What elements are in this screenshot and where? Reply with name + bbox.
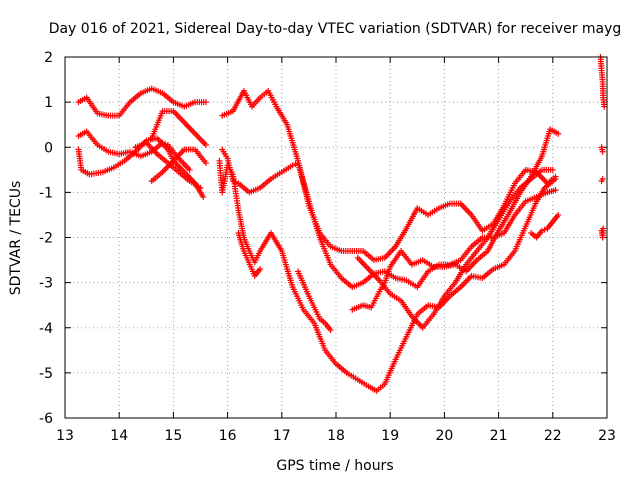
data-point: [327, 327, 334, 334]
x-tick-label: 20: [435, 428, 453, 444]
data-point: [159, 139, 166, 146]
y-tick-label: 0: [44, 140, 53, 156]
data-point: [555, 130, 562, 137]
x-tick-label: 13: [56, 428, 74, 444]
y-tick-label: -1: [39, 185, 53, 201]
x-tick-label: 18: [327, 428, 345, 444]
x-tick-label: 15: [164, 428, 182, 444]
series-pass-a: [75, 85, 209, 119]
y-tick-label: -6: [39, 411, 53, 427]
data-point: [292, 161, 299, 168]
series-pass-p: [598, 144, 606, 155]
data-point: [289, 162, 296, 169]
series-pass-l: [349, 126, 562, 313]
series-pass-e: [148, 146, 209, 185]
series-pass-c: [75, 128, 193, 173]
data-point: [552, 187, 559, 194]
x-tick-label: 23: [598, 428, 616, 444]
y-tick-label: 1: [44, 95, 53, 111]
series-pass-f: [148, 108, 209, 148]
x-axis-label: GPS time / hours: [276, 458, 393, 474]
y-tick-label: 2: [44, 50, 53, 66]
series-pass-n: [528, 211, 562, 241]
y-tick-label: -3: [39, 276, 53, 292]
x-tick-label: 17: [273, 428, 291, 444]
data-point: [538, 227, 545, 234]
data-point: [197, 184, 204, 191]
data-point: [555, 211, 562, 218]
x-tick-label: 21: [490, 428, 508, 444]
x-tick-label: 14: [110, 428, 128, 444]
series-pass-j: [235, 229, 264, 279]
data-point: [186, 166, 193, 173]
series-pass-i: [216, 157, 559, 394]
data-point: [162, 140, 169, 147]
data-point: [552, 175, 559, 182]
data-point: [257, 266, 264, 273]
x-tick-label: 22: [544, 428, 562, 444]
series-pass-m: [354, 166, 556, 331]
series-pass-k: [295, 268, 334, 334]
data-point: [599, 175, 606, 182]
data-point: [202, 160, 209, 167]
x-tick-label: 19: [381, 428, 399, 444]
data-point: [202, 99, 209, 106]
data-point: [541, 226, 548, 233]
x-tick-label: 16: [219, 428, 237, 444]
data-points: [75, 54, 608, 394]
data-point: [200, 193, 207, 200]
y-tick-label: -5: [39, 366, 53, 382]
y-tick-label: -2: [39, 231, 53, 247]
y-axis-label: SDTVAR / TECUs: [8, 181, 24, 296]
plot-frame: [64, 56, 608, 419]
chart-title: Day 016 of 2021, Sidereal Day-to-day VTE…: [49, 21, 622, 37]
data-point: [202, 141, 209, 148]
y-tick-label: -4: [39, 321, 53, 337]
data-point: [599, 148, 606, 155]
data-point: [600, 225, 607, 232]
series-pass-q: [598, 175, 606, 185]
series-pass-r: [598, 225, 607, 241]
series-pass-o: [597, 54, 608, 110]
data-point: [549, 166, 556, 173]
data-point: [601, 103, 608, 110]
